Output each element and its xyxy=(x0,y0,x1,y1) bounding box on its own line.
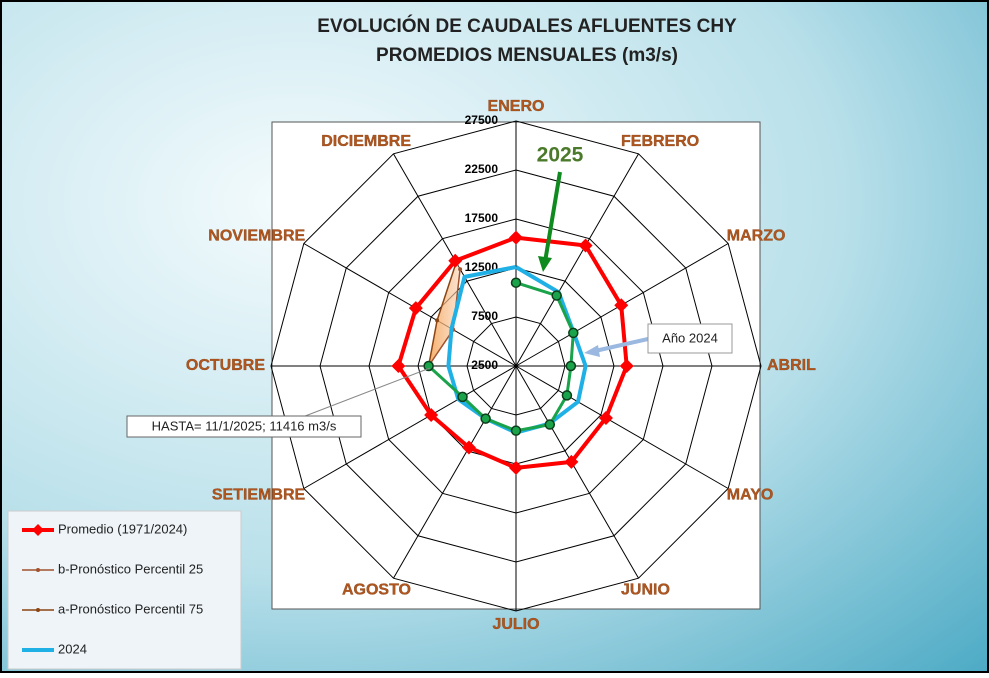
marker xyxy=(568,327,579,339)
marker xyxy=(480,413,491,424)
marker xyxy=(510,277,522,288)
arrowhead xyxy=(584,345,600,357)
r-tick-label: 2500 xyxy=(471,358,498,372)
legend-marker xyxy=(36,608,40,612)
marker xyxy=(509,230,523,245)
marker xyxy=(614,298,629,313)
spoke xyxy=(515,365,639,579)
category-label: MARZO xyxy=(727,228,786,245)
callout-line xyxy=(299,367,431,419)
legend-label: 2024 xyxy=(58,641,87,656)
marker xyxy=(509,460,523,475)
marker xyxy=(551,290,562,301)
marker xyxy=(391,359,406,373)
category-label: DICIEMBRE xyxy=(321,133,411,150)
label-2025: 2025 xyxy=(537,144,584,167)
marker xyxy=(561,390,573,401)
marker xyxy=(544,419,556,430)
category-label: ABRIL xyxy=(767,357,816,374)
legend xyxy=(7,510,242,670)
category-label: FEBRERO xyxy=(621,133,699,150)
annotation: Año 2024 xyxy=(662,330,718,345)
marker xyxy=(408,301,423,316)
arrow-2024 xyxy=(594,337,649,353)
annotation-box xyxy=(126,415,362,438)
marker xyxy=(457,391,468,403)
marker xyxy=(564,454,579,469)
marker xyxy=(578,238,593,253)
legend-label: b-Pronóstico Percentil 25 xyxy=(58,561,203,576)
marker xyxy=(565,360,577,372)
chart-subtitle: PROMEDIOS MENSUALES (m3/s) xyxy=(376,45,678,66)
category-label: JULIO xyxy=(492,616,539,633)
spoke xyxy=(515,365,729,489)
marker xyxy=(423,360,434,372)
legend-label: Promedio (1971/2024) xyxy=(58,521,187,536)
r-tick-label: 7500 xyxy=(471,309,498,323)
marker xyxy=(598,410,613,425)
category-label: ENERO xyxy=(488,98,545,115)
category-label: AGOSTO xyxy=(342,582,411,599)
plot-layer: 2500750012500175002250027500ENEROFEBRERO… xyxy=(186,98,817,633)
spoke xyxy=(393,365,517,579)
category-label: MAYO xyxy=(727,487,774,504)
marker xyxy=(448,253,463,268)
arrowhead xyxy=(538,256,552,272)
marker xyxy=(619,359,634,373)
chart-title: EVOLUCIÓN DE CAUDALES AFLUENTES CHY xyxy=(317,15,737,37)
percentile-band xyxy=(428,262,461,366)
r-tick-label: 17500 xyxy=(465,211,499,225)
r-tick-label: 27500 xyxy=(465,113,499,127)
category-label: JUNIO xyxy=(621,582,670,599)
marker xyxy=(510,425,522,436)
legend-label: a-Pronóstico Percentil 75 xyxy=(58,601,203,616)
category-label: OCTUBRE xyxy=(186,357,265,374)
arrow-2025 xyxy=(543,171,562,263)
legend-marker xyxy=(32,524,44,536)
marker xyxy=(424,408,439,422)
spoke xyxy=(303,243,517,367)
annotation-box xyxy=(647,323,733,354)
category-label: SETIEMBRE xyxy=(212,487,306,504)
spoke xyxy=(303,365,517,489)
marker xyxy=(435,318,440,323)
marker xyxy=(458,267,463,272)
series-line xyxy=(427,281,575,433)
marker xyxy=(461,440,476,455)
category-label: NOVIEMBRE xyxy=(208,228,305,245)
annotation: HASTA= 11/1/2025; 11416 m3/s xyxy=(152,418,337,433)
r-tick-label: 22500 xyxy=(465,162,499,176)
spoke xyxy=(515,153,639,367)
legend-marker xyxy=(36,568,40,572)
